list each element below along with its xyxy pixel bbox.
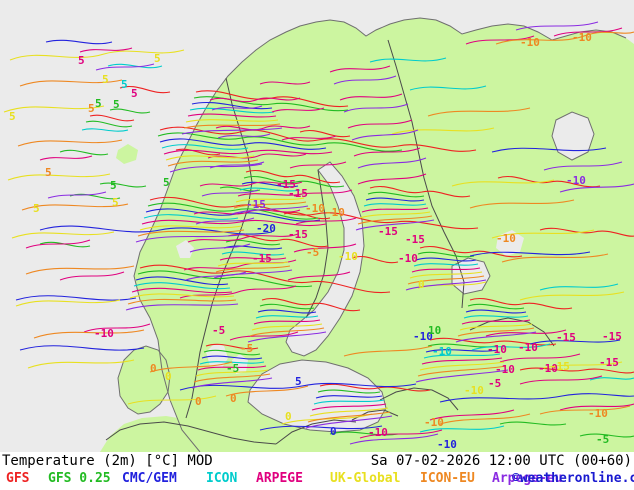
- contour-label: -5: [306, 246, 319, 259]
- white-sea: [552, 112, 594, 160]
- contour-label: -5: [212, 324, 225, 337]
- contour-label: -15: [276, 178, 296, 191]
- legend-item-icon[interactable]: ICON: [206, 471, 238, 486]
- land-island-nw: [116, 144, 138, 164]
- contour-label: -10: [94, 327, 114, 340]
- contour-label: -10: [487, 343, 507, 356]
- contour-label: -10: [538, 362, 558, 375]
- land-zealand: [180, 376, 230, 416]
- contour-label: -15: [288, 228, 308, 241]
- contour-label: -10: [398, 252, 418, 265]
- baltic-sea: [248, 360, 386, 432]
- contour-label: 5: [131, 87, 138, 100]
- contour-gfs025: [39, 96, 634, 438]
- contour-label: -10: [520, 36, 540, 49]
- legend-item-arpege-eu[interactable]: Arpege-eu: [492, 471, 563, 486]
- contour-label: -15: [252, 252, 272, 265]
- contour-label: -10: [413, 330, 433, 343]
- contour-label: 0: [195, 395, 202, 408]
- contour-label: 5: [45, 166, 52, 179]
- land-jutland: [118, 346, 170, 414]
- contour-label: 0: [150, 362, 157, 375]
- contour-label: 5: [121, 78, 128, 91]
- contour-label: -10: [325, 206, 345, 219]
- copyright-notice[interactable]: ©weatheronline.co.uk: [512, 471, 634, 486]
- valid-datetime: Sa 07-02-2026 12:00 UTC (00+60): [370, 453, 632, 469]
- contour-label: 0: [285, 410, 292, 423]
- legend-item-arpege[interactable]: ARPEGE: [256, 471, 303, 486]
- contour-label: 0: [330, 425, 337, 438]
- contour-label: 0: [230, 392, 237, 405]
- contour-arpege: [25, 27, 634, 439]
- contour-label: 5: [113, 98, 120, 111]
- contour-label: 5: [102, 73, 109, 86]
- contour-label: -10: [432, 345, 452, 358]
- contour-label: 5: [163, 176, 170, 189]
- contour-label: 5: [95, 97, 102, 110]
- gulf-of-bothnia: [286, 162, 364, 356]
- contour-label: -10: [305, 202, 325, 215]
- contour-label: -10: [572, 31, 592, 44]
- contour-label: -5: [488, 377, 501, 390]
- contour-label: -15: [288, 187, 308, 200]
- contour-label: -10: [424, 416, 444, 429]
- weather-map-canvas[interactable]: 5 5 5 5 5 5 5 5 5 5 5 5 5 5 -15 -15 -15 -10 -20 -15 -15 -5 -10…: [0, 0, 634, 452]
- contour-label: -15: [602, 330, 622, 343]
- contour-label: -10: [338, 250, 358, 263]
- contour-label: 5: [112, 196, 119, 209]
- contour-label: 5: [88, 102, 95, 115]
- contour-label: 5: [110, 179, 117, 192]
- contour-ukglobal: [3, 49, 625, 425]
- contour-label: 5: [295, 375, 302, 388]
- contour-cmcgem: [15, 39, 634, 431]
- contour-label: -5: [240, 342, 253, 355]
- contour-label: 0: [165, 370, 172, 383]
- contour-label: -20: [256, 222, 276, 235]
- contour-iconeu: [17, 31, 634, 425]
- model-legend: GFS GFS 0.25 CMC/GEM ICON ARPEGE UK-Glob…: [0, 470, 634, 490]
- legend-item-icon-eu[interactable]: ICON-EU: [420, 471, 475, 486]
- coastline-layer: [117, 17, 627, 452]
- contour-label: -15: [246, 198, 266, 211]
- contour-label: 5: [154, 52, 161, 65]
- footer-title-row: Temperature (2m) [°C] MOD Sa 07-02-2026 …: [0, 452, 634, 471]
- legend-item-cmc-gem[interactable]: CMC/GEM: [122, 471, 177, 486]
- lake-onega: [496, 230, 524, 256]
- contour-label: 10: [428, 324, 441, 337]
- contour-label: -10: [496, 232, 516, 245]
- fjord-inlet: [176, 240, 194, 258]
- contour-label: -10: [495, 363, 515, 376]
- contour-label: -15: [378, 225, 398, 238]
- contour-label: -10: [437, 438, 457, 451]
- contour-label: -10: [518, 341, 538, 354]
- contour-label: -15: [405, 233, 425, 246]
- contour-label: 5: [9, 110, 16, 123]
- contour-label: -5: [596, 433, 609, 446]
- inland-water: [176, 112, 594, 432]
- map-title: Temperature (2m) [°C] MOD: [2, 453, 213, 469]
- contour-label: 0: [418, 278, 425, 291]
- contour-label: -10: [588, 407, 608, 420]
- legend-item-gfs[interactable]: GFS: [6, 471, 30, 486]
- contour-label: 5: [33, 202, 40, 215]
- contour-label: -10: [566, 174, 586, 187]
- land-scandinavia-russia: [134, 18, 634, 452]
- contour-label: 5: [78, 54, 85, 67]
- contour-label: -15: [550, 360, 570, 373]
- legend-item-uk-global[interactable]: UK-Global: [330, 471, 401, 486]
- contour-label: -10: [464, 384, 484, 397]
- contour-label: -5: [226, 362, 239, 375]
- contour-gfs: [89, 86, 634, 392]
- map-footer: Temperature (2m) [°C] MOD Sa 07-02-2026 …: [0, 452, 634, 490]
- contour-label: -15: [556, 331, 576, 344]
- contour-label: -15: [599, 356, 619, 369]
- contour-arpegeeu: [47, 21, 634, 445]
- contour-label: -10: [368, 426, 388, 439]
- legend-item-gfs-025[interactable]: GFS 0.25: [48, 471, 111, 486]
